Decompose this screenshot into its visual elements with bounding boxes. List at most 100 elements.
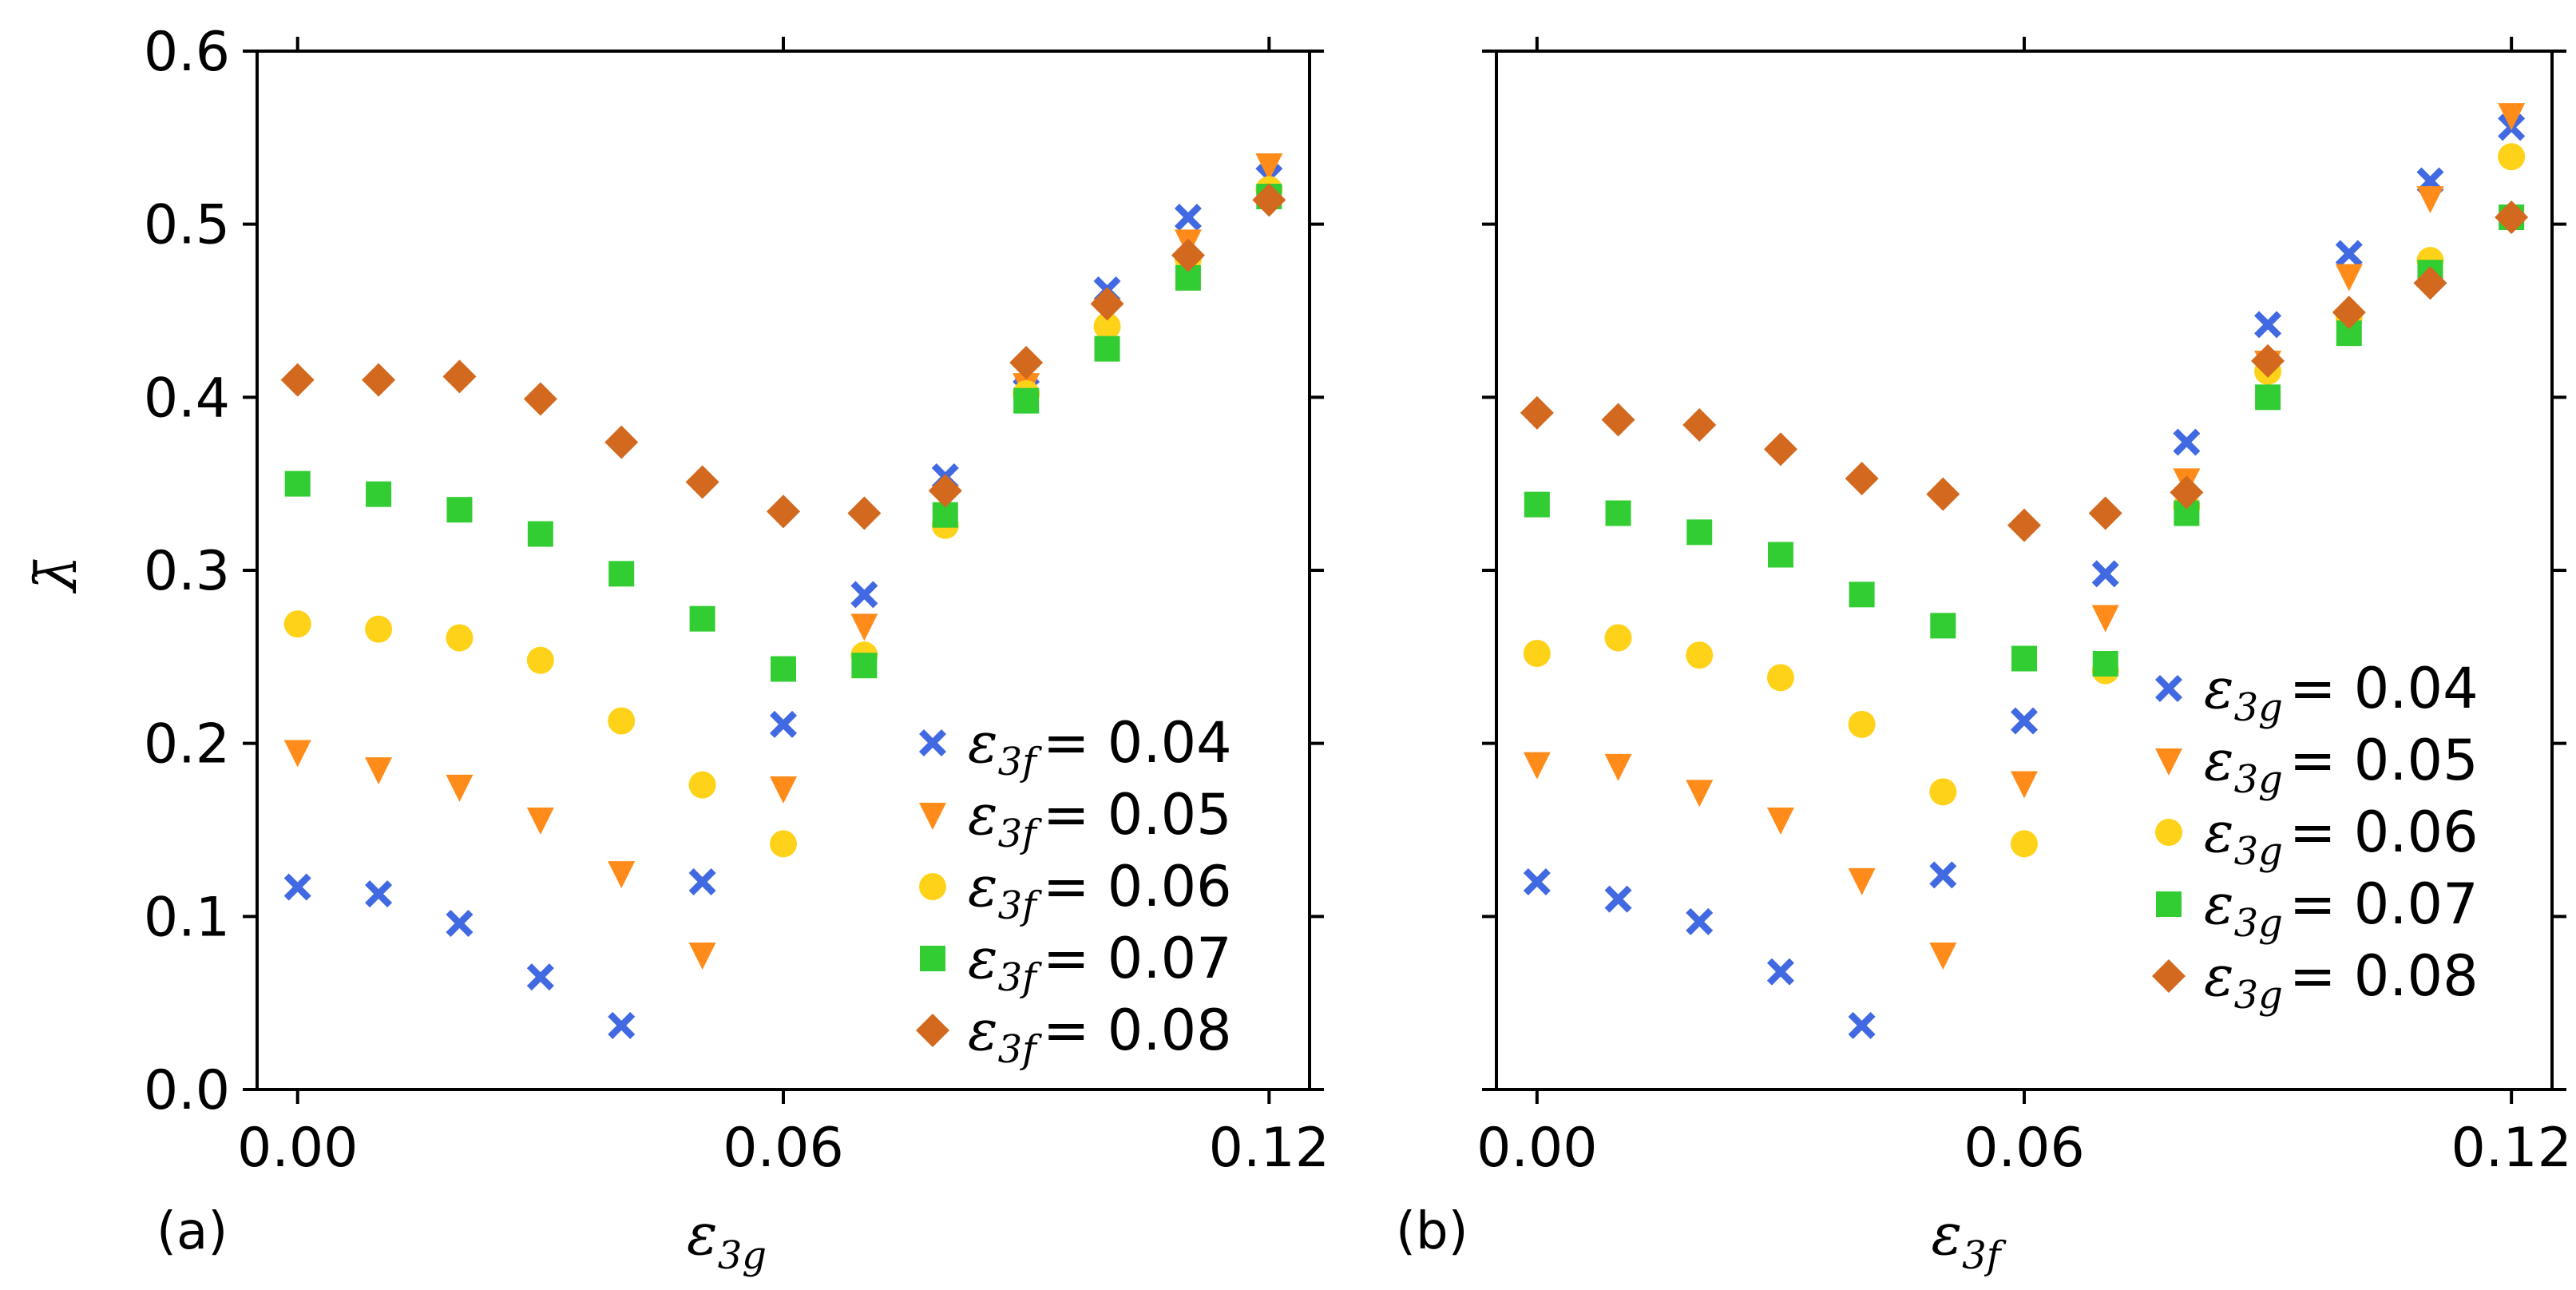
data-point: [1686, 641, 1714, 669]
data-point: [1604, 753, 1632, 781]
legend-symbol: ε: [2204, 800, 2234, 865]
legend-subscript: 3g: [2234, 757, 2283, 802]
series-s008: [280, 183, 1286, 530]
legend-subscript: 3f: [998, 1027, 1043, 1072]
y-tick-label: 0.6: [144, 21, 230, 84]
data-point: [2007, 508, 2041, 542]
data-point: [688, 771, 716, 799]
legend-value: = 0.07: [1043, 926, 1232, 991]
x-axis-label-subscript: 3f: [1962, 1233, 2007, 1278]
data-point: [446, 624, 474, 652]
data-point: [1171, 238, 1205, 272]
data-point: [2251, 343, 2285, 378]
legend-value: = 0.08: [1043, 998, 1232, 1063]
data-point: [526, 646, 554, 674]
legend-symbol: ε: [2204, 656, 2234, 721]
data-point: [2413, 266, 2447, 300]
legend-marker: [2155, 748, 2182, 776]
data-point: [771, 656, 796, 682]
data-point: [1848, 867, 1876, 895]
legend-marker: [2156, 891, 2182, 917]
legend-marker: [919, 729, 946, 756]
data-point: [1093, 312, 1121, 340]
data-point: [770, 830, 797, 858]
data-point: [1849, 581, 1875, 608]
panel-label: (a): [157, 1202, 228, 1261]
data-point: [523, 382, 557, 416]
data-point: [446, 497, 473, 523]
data-point: [2498, 103, 2526, 131]
x-axis-label-symbol: ε: [1932, 1201, 1963, 1268]
data-point: [2088, 496, 2122, 530]
data-point: [446, 910, 474, 937]
legend-label: ε3g = 0.08: [2204, 943, 2479, 1018]
data-point: [2173, 428, 2201, 456]
data-point: [608, 707, 636, 735]
data-point: [1524, 491, 1550, 518]
data-point: [767, 494, 800, 529]
data-point: [1929, 861, 1957, 889]
data-point: [1926, 477, 1960, 511]
legend-marker: [919, 873, 946, 900]
x-axis-label-symbol: ε: [687, 1201, 718, 1268]
data-point: [847, 496, 882, 530]
legend-symbol: ε: [2204, 943, 2234, 1009]
legend-value: = 0.08: [2289, 943, 2479, 1009]
legend-subscript: 3f: [998, 955, 1043, 1000]
legend-value: = 0.05: [2289, 728, 2479, 793]
data-point: [1523, 868, 1551, 895]
legend-subscript: 3f: [998, 740, 1043, 784]
legend-value: = 0.06: [1043, 854, 1232, 919]
data-point: [1523, 752, 1551, 780]
y-tick-label: 0.1: [144, 886, 230, 949]
data-point: [1520, 395, 1554, 430]
legend-label: ε3f = 0.05: [968, 782, 1232, 856]
data-point: [2255, 384, 2281, 411]
data-point: [1686, 780, 1714, 808]
data-point: [2011, 645, 2037, 672]
data-point: [365, 757, 393, 785]
legend-marker: [2152, 959, 2186, 993]
data-point: [1763, 432, 1797, 466]
data-point: [2170, 475, 2204, 510]
legend-marker: [2155, 819, 2182, 846]
legend-label: ε3g = 0.06: [2204, 800, 2479, 874]
legend-subscript: 3f: [998, 812, 1043, 856]
legend-subscript: 3f: [998, 883, 1043, 928]
x-tick-label: 0.00: [1476, 1117, 1597, 1180]
legend-value: = 0.07: [2289, 871, 2479, 937]
y-tick-label: 0.3: [144, 540, 230, 603]
data-point: [446, 774, 474, 802]
data-point: [365, 880, 393, 908]
legend-marker: [916, 1014, 949, 1047]
series-s007: [1524, 204, 2525, 677]
legend-marker: [2155, 675, 2182, 702]
data-point: [2254, 311, 2282, 339]
panel-a: 0.00.10.20.30.40.50.60.00 0.06 0.12ε3g(a)ε…: [144, 21, 1330, 1278]
data-point: [770, 710, 797, 738]
data-point: [688, 868, 716, 895]
y-axis-label: λ̄: [22, 555, 89, 594]
data-point: [283, 873, 311, 901]
data-point: [1848, 710, 1876, 738]
data-point: [1013, 387, 1040, 414]
data-point: [2091, 560, 2119, 588]
data-point: [1686, 519, 1713, 546]
data-point: [2498, 143, 2526, 171]
legend-subscript: 3g: [2234, 829, 2283, 874]
data-point: [2335, 240, 2363, 268]
series-s008: [1520, 200, 2529, 542]
legend-marker: [920, 946, 945, 971]
data-point: [2011, 771, 2038, 799]
legend-value: = 0.05: [1043, 782, 1232, 847]
data-point: [689, 605, 715, 632]
data-point: [2416, 186, 2444, 214]
data-point: [608, 861, 636, 889]
data-point: [850, 581, 878, 609]
data-point: [362, 363, 396, 397]
legend-value: = 0.06: [2289, 800, 2479, 865]
legend-label: ε3g = 0.05: [2204, 728, 2479, 802]
data-point: [365, 615, 393, 643]
legend-label: ε3f = 0.08: [968, 998, 1232, 1072]
